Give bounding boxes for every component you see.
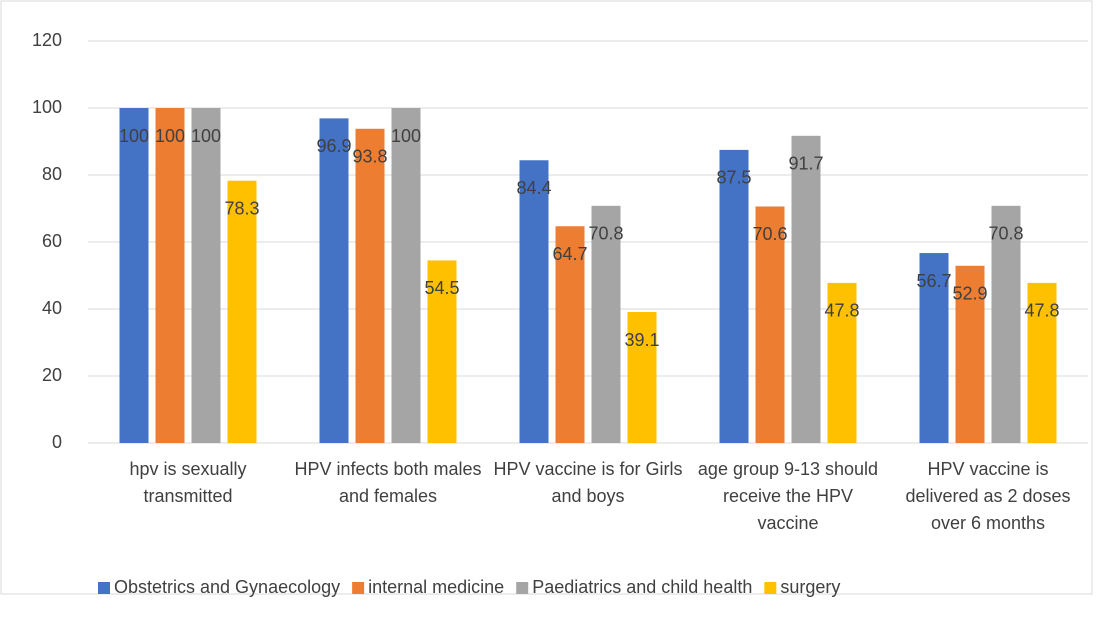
bar: [519, 160, 549, 443]
data-label: 91.7: [788, 154, 823, 174]
y-tick-label: 100: [32, 97, 62, 117]
bar: [1027, 282, 1057, 443]
data-label: 100: [119, 126, 149, 146]
bar: [555, 226, 585, 443]
x-tick-label: hpv is sexually transmitted: [129, 459, 246, 506]
legend-swatch: [352, 582, 365, 594]
y-tick-label: 80: [42, 164, 62, 184]
data-label: 70.8: [588, 224, 623, 244]
bar: [755, 206, 785, 443]
bar: [719, 149, 749, 443]
legend-swatch: [98, 582, 110, 594]
legend-label: Paediatrics and child health: [532, 577, 752, 597]
data-label: 84.4: [516, 178, 551, 198]
y-tick-label: 60: [42, 231, 62, 251]
data-label: 93.8: [352, 147, 387, 167]
legend-label: Obstetrics and Gynaecology: [114, 577, 340, 597]
bar: [791, 135, 821, 443]
bar: [827, 282, 857, 443]
bar: [227, 180, 257, 443]
data-label: 100: [191, 126, 221, 146]
data-label: 70.8: [988, 224, 1023, 244]
y-tick-label: 120: [32, 30, 62, 50]
data-label: 47.8: [824, 301, 859, 321]
x-tick-label: age group 9-13 should receive the HPV vacc…: [698, 459, 878, 533]
legend-label: surgery: [780, 577, 840, 597]
data-label: 56.7: [916, 271, 951, 291]
bar: [991, 205, 1021, 443]
bar: [627, 312, 657, 443]
legend-label: internal medicine: [368, 577, 504, 597]
data-label: 39.1: [624, 330, 659, 350]
bar: [919, 253, 949, 443]
data-label: 87.5: [716, 168, 751, 188]
y-tick-label: 20: [42, 365, 62, 385]
data-label: 54.5: [424, 278, 459, 298]
bar: [391, 108, 421, 443]
bar: [427, 260, 457, 443]
bar: [591, 205, 621, 443]
bar: [355, 128, 385, 443]
y-tick-label: 0: [52, 432, 62, 452]
data-label: 47.8: [1024, 301, 1059, 321]
y-tick-label: 40: [42, 298, 62, 318]
bar: [191, 108, 221, 443]
bar: [955, 265, 985, 443]
legend-swatch: [516, 582, 529, 594]
data-label: 70.6: [752, 224, 787, 244]
data-label: 96.9: [316, 136, 351, 156]
data-label: 52.9: [952, 284, 987, 304]
x-tick-label: HPV vaccine is for Girls and boys: [493, 459, 682, 506]
legend-swatch: [764, 582, 777, 594]
data-label: 100: [155, 126, 185, 146]
data-label: 64.7: [552, 244, 587, 264]
data-label: 100: [391, 126, 421, 146]
data-label: 78.3: [224, 198, 259, 218]
x-tick-label: HPV vaccine is delivered as 2 doses over 6…: [905, 459, 1070, 533]
bar: [119, 108, 149, 443]
x-tick-label: HPV infects both males and females: [294, 459, 481, 506]
bar: [319, 118, 349, 443]
bar: [155, 108, 185, 443]
